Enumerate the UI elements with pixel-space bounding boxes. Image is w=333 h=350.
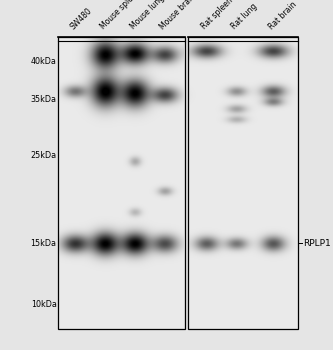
Text: Mouse brain: Mouse brain bbox=[159, 0, 198, 32]
Text: 35kDa: 35kDa bbox=[31, 95, 57, 104]
Text: Mouse spleen: Mouse spleen bbox=[99, 0, 142, 32]
Text: 15kDa: 15kDa bbox=[31, 239, 57, 248]
Text: Rat lung: Rat lung bbox=[230, 2, 259, 32]
Text: Mouse lung: Mouse lung bbox=[129, 0, 166, 32]
Text: SW480: SW480 bbox=[69, 6, 94, 32]
Text: Rat brain: Rat brain bbox=[267, 0, 298, 32]
Bar bbox=[58, 37, 185, 329]
Text: RPLP1: RPLP1 bbox=[303, 239, 331, 248]
Text: 40kDa: 40kDa bbox=[31, 57, 57, 66]
Bar bbox=[188, 37, 298, 329]
Text: 25kDa: 25kDa bbox=[31, 151, 57, 160]
Text: 10kDa: 10kDa bbox=[31, 300, 57, 309]
Text: Rat spleen: Rat spleen bbox=[200, 0, 235, 32]
